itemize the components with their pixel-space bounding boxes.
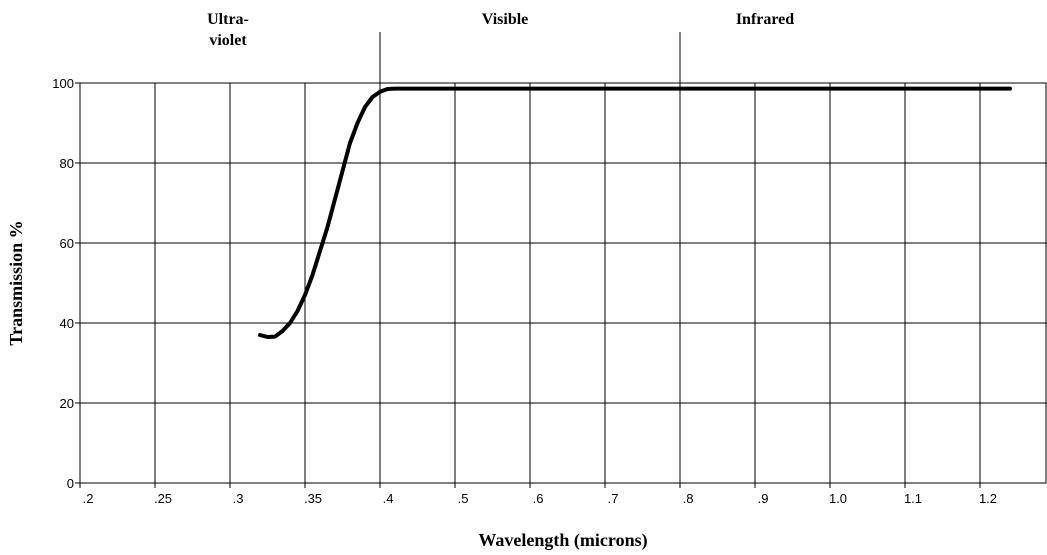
y-tick-label: 40 xyxy=(60,316,74,331)
transmission-curve xyxy=(258,86,1012,339)
region-labels: Ultra-violet Visible Infrared xyxy=(207,11,794,49)
grid xyxy=(80,83,1047,483)
x-tick-label: 1.1 xyxy=(904,491,922,506)
x-tick-label: .3 xyxy=(233,491,244,506)
y-tick-label: 100 xyxy=(52,76,74,91)
y-tick-label: 60 xyxy=(60,236,74,251)
region-dividers xyxy=(379,32,681,83)
region-label: violet xyxy=(209,32,247,49)
region-label: Ultra- xyxy=(207,11,249,28)
x-axis-ticks: .2 .25 .3 .35 .4 .5 .6 .7 .8 .9 1.0 1.1 1.2 xyxy=(79,483,997,506)
x-tick-label: .5 xyxy=(458,491,469,506)
y-axis-title: Transmission % xyxy=(6,220,26,345)
y-tick-label: 80 xyxy=(60,156,74,171)
region-label: Infrared xyxy=(736,11,794,28)
x-tick-label: .6 xyxy=(533,491,544,506)
y-tick-label: 20 xyxy=(60,396,74,411)
x-tick-label: .4 xyxy=(383,491,394,506)
region-label: Visible xyxy=(482,11,529,28)
x-tick-label: 1.2 xyxy=(979,491,997,506)
x-tick-label: .8 xyxy=(683,491,694,506)
x-tick-label: .9 xyxy=(758,491,769,506)
x-tick-label: .35 xyxy=(304,491,322,506)
x-tick-label: 1.0 xyxy=(829,491,847,506)
x-tick-label: .2 xyxy=(83,491,94,506)
x-axis-title: Wavelength (microns) xyxy=(478,530,647,551)
y-axis-ticks: 0 20 40 60 80 100 xyxy=(52,76,80,491)
x-tick-label: .25 xyxy=(154,491,172,506)
plot-area-frame xyxy=(79,82,1047,484)
x-tick-label: .7 xyxy=(608,491,619,506)
y-tick-label: 0 xyxy=(67,476,74,491)
